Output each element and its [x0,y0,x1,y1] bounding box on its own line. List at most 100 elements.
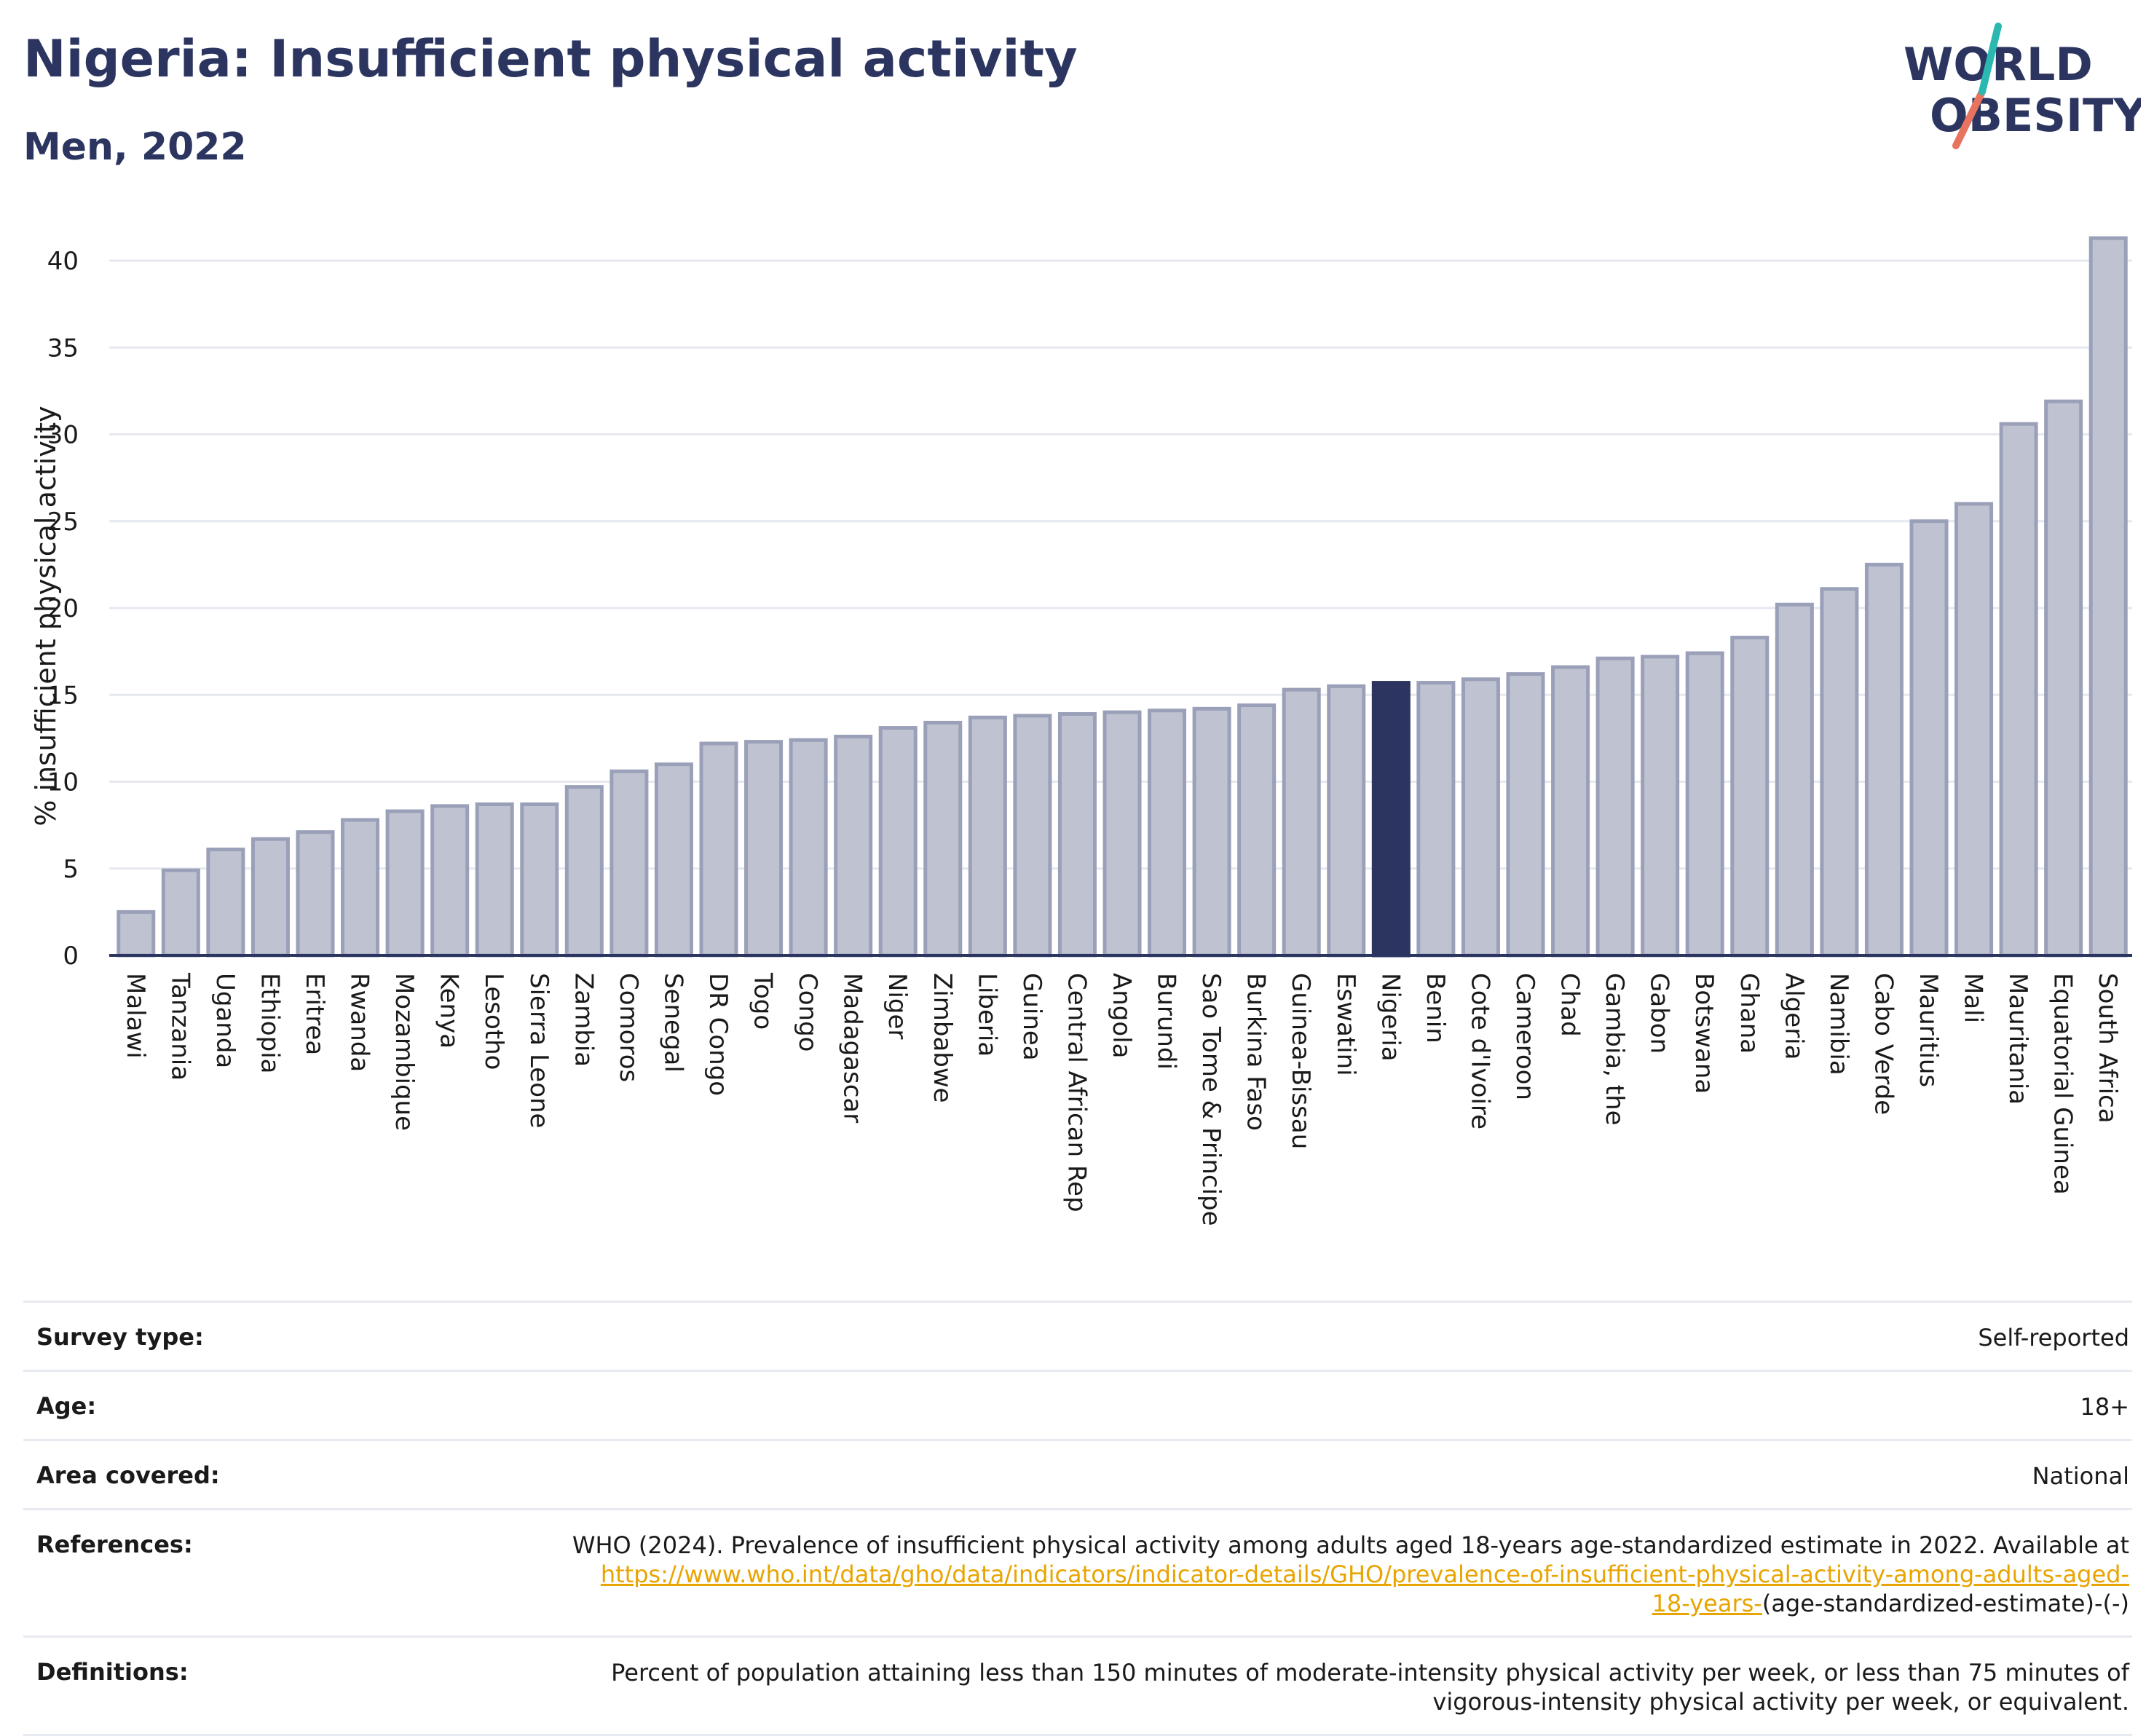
y-tick-label: 10 [47,768,79,797]
info-row-references: References: WHO (2024). Prevalence of in… [23,1508,2132,1636]
x-tick-label: South Africa [2093,973,2122,1124]
bar [1371,681,1411,958]
references-text: WHO (2024). Prevalence of insufficient p… [572,1531,2129,1559]
x-tick-label: Eswatini [1331,973,1360,1076]
info-value: National [2032,1462,2129,1490]
x-tick-label: Zimbabwe [928,973,957,1103]
x-tick-label: Ethiopia [255,973,284,1073]
y-tick-label: 40 [47,247,79,276]
x-tick-label: Benin [1421,973,1450,1043]
info-label: References: [36,1531,193,1558]
references-link[interactable]: https://www.who.int/data/gho/data/indica… [600,1561,2129,1588]
logo-line1: WORLD [1904,38,2093,91]
x-tick-label: Rwanda [345,973,374,1072]
bar [1999,422,2038,958]
bar [1327,684,1366,958]
bar [789,738,828,958]
x-tick-label: Burkina Faso [1242,973,1271,1131]
bar [968,715,1007,958]
x-tick-label: Mauritius [1914,973,1943,1087]
references-value: WHO (2024). Prevalence of insufficient p… [572,1531,2132,1618]
x-tick-label: Mali [1959,973,1988,1023]
x-tick-label: Nigeria [1376,973,1405,1062]
bar [564,785,604,958]
bar [475,802,514,958]
bar [1057,711,1097,958]
bar [296,830,335,958]
info-row-age: Age: 18+ [23,1370,2132,1439]
x-tick-label: Kenya [435,973,464,1049]
bar [161,868,200,958]
bar [1013,714,1052,958]
definitions-line2: vigorous-intensity physical activity per… [1432,1688,2129,1716]
bar [609,769,649,958]
x-tick-label: Congo [793,973,822,1052]
bar [1641,655,1680,958]
bar [1864,562,1904,958]
bar [1148,709,1187,958]
world-obesity-logo: WORLD OBESITY [1904,23,2141,149]
info-label: Definitions: [36,1658,189,1686]
x-tick-label: Malawi [121,973,150,1059]
bar [385,809,425,958]
info-row-survey-type: Survey type: Self-reported [23,1301,2132,1370]
x-tick-label: Angola [1107,973,1136,1058]
bar [1192,706,1231,958]
bar [1282,687,1321,958]
bar [1506,672,1545,958]
x-tick-label: Gambia, the [1600,973,1629,1126]
x-tick-label: Algeria [1779,973,1808,1060]
x-tick-label: Uganda [210,973,240,1068]
bar [430,804,470,958]
x-tick-label: Cabo Verde [1869,973,1898,1115]
x-tick-label: Mauritania [2003,973,2032,1105]
bar [2044,399,2083,958]
bar [341,818,380,958]
info-table: Survey type: Self-reported Age: 18+ Area… [23,1301,2132,1736]
x-tick-label: Eritrea [300,973,329,1055]
info-value: Self-reported [1978,1324,2129,1352]
x-tick-label: Ghana [1735,973,1764,1054]
x-tick-label: DR Congo [703,973,733,1096]
bar-chart: 0 5 10 15 20 25 30 35 40 % insufficient physical … [30,236,2132,1226]
bar [1909,519,1949,958]
x-tick-label: Cameroon [1510,973,1539,1100]
references-link-cont[interactable]: 18-years- [1652,1590,1762,1617]
x-tick-label: Sao Tome & Principe [1196,973,1226,1226]
info-row-area: Area covered: National [23,1439,2132,1508]
bar [923,720,963,958]
info-row-definitions: Definitions: Percent of population attai… [23,1636,2132,1736]
x-tick-label: Liberia [972,973,1001,1057]
y-tick-label: 20 [47,594,79,623]
bar [206,848,245,958]
bar [1102,710,1142,958]
bar [1595,656,1635,958]
page-subtitle: Men, 2022 [23,125,247,169]
bar [520,802,559,958]
bar [1416,681,1456,958]
x-tick-label: Senegal [658,973,687,1073]
x-tick-label: Tanzania [165,972,194,1081]
logo-slash-teal [1979,23,2002,95]
definitions-value: Percent of population attaining less tha… [611,1658,2132,1716]
x-tick-label: Cote d'Ivoire [1465,973,1494,1129]
x-tick-label: Togo [749,972,778,1030]
bar [654,762,693,958]
bar [699,741,738,958]
y-axis-label: % insufficient physical activity [30,406,62,826]
bar [834,734,873,958]
bar [1730,636,1770,958]
bar [1551,665,1590,958]
x-tick-label: Gabon [1645,973,1674,1054]
x-tick-label: Zambia [569,973,598,1067]
y-tick-label: 0 [63,942,79,971]
info-label: Survey type: [36,1323,204,1351]
x-tick-label: Guinea-Bissau [1286,973,1315,1149]
x-tick-label: Namibia [1824,973,1853,1076]
y-tick-label: 5 [63,855,79,884]
x-tick-label: Burundi [1152,973,1181,1070]
x-tick-label: Central African Rep [1062,973,1091,1212]
x-tick-label: Sierra Leone [524,973,553,1128]
x-tick-label: Comoros [614,973,643,1082]
info-label: Age: [36,1392,97,1420]
